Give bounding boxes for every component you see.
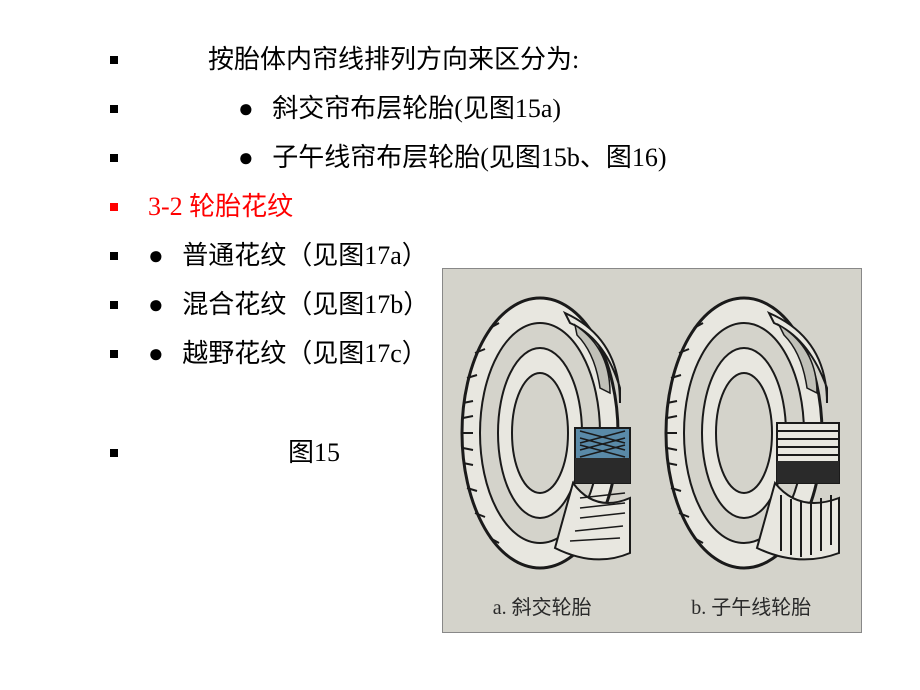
line-1: 按胎体内帘线排列方向来区分为: — [110, 40, 860, 79]
line-5-text: 普通花纹（见图17a） — [182, 241, 428, 270]
figure-inner: a. 斜交轮胎 b. 子午线轮胎 — [443, 269, 861, 632]
line-1-text: 按胎体内帘线排列方向来区分为: — [148, 40, 579, 79]
line-4-text: 3-2 轮胎花纹 — [148, 187, 293, 226]
bullet-dot — [110, 252, 118, 260]
line-2-text: 斜交帘布层轮胎(见图15a) — [272, 94, 561, 123]
line-7-text: 越野花纹（见图17c） — [182, 339, 428, 368]
circle-bullet-icon: ● — [148, 236, 164, 275]
bullet-dot — [110, 301, 118, 309]
line-6-text: 混合花纹（见图17b） — [182, 290, 429, 319]
line-4-section-heading: 3-2 轮胎花纹 — [110, 187, 860, 226]
figure-caption-text: 图15 — [148, 433, 340, 472]
bullet-dot — [110, 449, 118, 457]
tire-diagonal-illustration — [455, 283, 645, 583]
line-7-content: ● 越野花纹（见图17c） — [148, 334, 428, 373]
tires-row — [443, 269, 861, 586]
line-3-content: ● 子午线帘布层轮胎(见图15b、图16) — [148, 138, 667, 177]
figure-15-image: a. 斜交轮胎 b. 子午线轮胎 — [442, 268, 862, 633]
tire-radial-illustration — [659, 283, 849, 583]
circle-bullet-icon: ● — [238, 138, 254, 177]
line-3: ● 子午线帘布层轮胎(见图15b、图16) — [110, 138, 860, 177]
line-2: ● 斜交帘布层轮胎(见图15a) — [110, 89, 860, 128]
bullet-dot — [110, 350, 118, 358]
figure-label-a: a. 斜交轮胎 — [493, 591, 592, 620]
bullet-dot — [110, 56, 118, 64]
line-5-content: ● 普通花纹（见图17a） — [148, 236, 428, 275]
circle-bullet-icon: ● — [148, 334, 164, 373]
figure-labels-row: a. 斜交轮胎 b. 子午线轮胎 — [443, 586, 861, 632]
slide-content: 按胎体内帘线排列方向来区分为: ● 斜交帘布层轮胎(见图15a) ● 子午线帘布… — [0, 0, 920, 690]
circle-bullet-icon: ● — [238, 89, 254, 128]
line-2-content: ● 斜交帘布层轮胎(见图15a) — [148, 89, 561, 128]
figure-label-b: b. 子午线轮胎 — [691, 591, 811, 620]
line-3-text: 子午线帘布层轮胎(见图15b、图16) — [272, 143, 666, 172]
bullet-dot — [110, 203, 118, 211]
circle-bullet-icon: ● — [148, 285, 164, 324]
line-6-content: ● 混合花纹（见图17b） — [148, 285, 429, 324]
bullet-dot — [110, 154, 118, 162]
bullet-dot — [110, 105, 118, 113]
